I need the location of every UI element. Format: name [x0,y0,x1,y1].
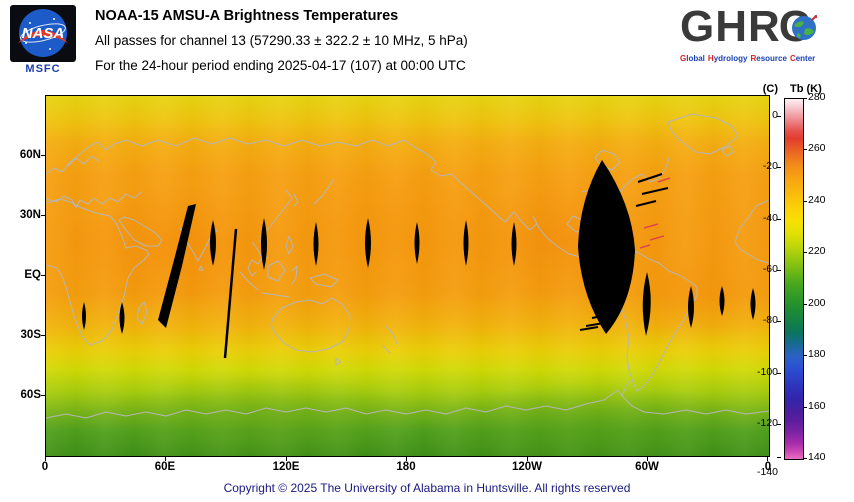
subtitle-channel: All passes for channel 13 (57290.33 ± 32… [95,33,468,48]
kelvin-label: 160 [808,400,826,412]
celsius-label: -120 [756,417,778,429]
celsius-tick [777,424,781,425]
kelvin-label: 280 [808,91,826,103]
data-gap-shapes [82,160,756,336]
ghrc-logo: GHR C Global Hydrology Resource Center [680,2,850,82]
kelvin-label: 140 [808,451,826,463]
nasa-logo: NASA [10,5,76,62]
lat-label-eq: EQ [24,269,41,281]
colorbar-unit-kelvin: Tb (K) [790,83,822,95]
ghrc-c-globe: C [779,2,827,54]
celsius-tick [777,116,781,117]
celsius-label: 0 [772,109,778,121]
kelvin-label: 200 [808,297,826,309]
lon-tick [406,456,407,461]
tagline-word: Center [789,54,816,63]
lon-label-0e: 0 [41,461,49,473]
msfc-label: MSFC [25,63,61,75]
data-gap-streaks [223,173,669,359]
brightness-temperature-map [45,95,770,457]
kelvin-tick [803,407,807,408]
lon-tick [286,456,287,461]
celsius-label: -140 [756,466,778,478]
celsius-label: -100 [756,366,778,378]
ghrc-wordmark: GHR C [680,2,827,54]
globe-icon [791,15,817,40]
kelvin-label: 220 [808,245,826,257]
lon-tick [45,456,46,461]
celsius-label: -60 [762,263,778,275]
kelvin-label: 240 [808,194,826,206]
lon-label-60w: 60W [635,461,659,473]
map-overlay [46,113,769,419]
celsius-label: -80 [762,314,778,326]
colorbar [784,98,804,460]
kelvin-label: 180 [808,348,826,360]
lon-label-0w: 0 [764,461,772,473]
lon-tick [767,456,768,461]
kelvin-tick [803,304,807,305]
kelvin-tick [803,458,807,459]
celsius-tick [777,457,781,458]
celsius-tick [777,321,781,322]
lat-tick [41,335,46,336]
celsius-label: -40 [762,212,778,224]
coastlines [46,113,769,419]
lon-label-60e: 60E [154,461,176,473]
ghrc-tagline: Global Hydrology Resource Center [680,54,850,63]
lat-tick [41,155,46,156]
copyright-notice: Copyright © 2025 The University of Alaba… [223,481,631,495]
lat-tick [41,215,46,216]
lon-tick [165,456,166,461]
nasa-wordmark: NASA [22,25,65,42]
ghrc-letters: GHR [680,2,781,51]
scan-artifacts [639,177,671,249]
nasa-meatball-icon: NASA [10,5,76,62]
celsius-tick [777,373,781,374]
lon-tick [527,456,528,461]
tagline-word: Global [680,54,705,63]
subtitle-period: For the 24-hour period ending 2025-04-17… [95,58,466,73]
lat-tick [41,275,46,276]
celsius-tick [777,167,781,168]
page-title: NOAA-15 AMSU-A Brightness Temperatures [95,8,399,24]
kelvin-tick [803,201,807,202]
celsius-tick [777,270,781,271]
lat-label-60s: 60S [20,389,41,401]
lon-tick [647,456,648,461]
lat-label-30n: 30N [19,209,41,221]
kelvin-tick [803,149,807,150]
kelvin-tick [803,98,807,99]
kelvin-tick [803,252,807,253]
tagline-word: Resource [750,54,787,63]
lon-label-120e: 120E [272,461,300,473]
lat-label-60n: 60N [19,149,41,161]
kelvin-tick [803,355,807,356]
lon-label-120w: 120W [511,461,543,473]
kelvin-label: 260 [808,142,826,154]
lon-label-180: 180 [396,461,416,473]
lat-tick [41,395,46,396]
tagline-word: Hydrology [707,54,748,63]
lat-label-30s: 30S [20,329,41,341]
celsius-label: -20 [762,160,778,172]
celsius-tick [777,219,781,220]
colorbar-unit-celsius: (C) [762,83,778,95]
